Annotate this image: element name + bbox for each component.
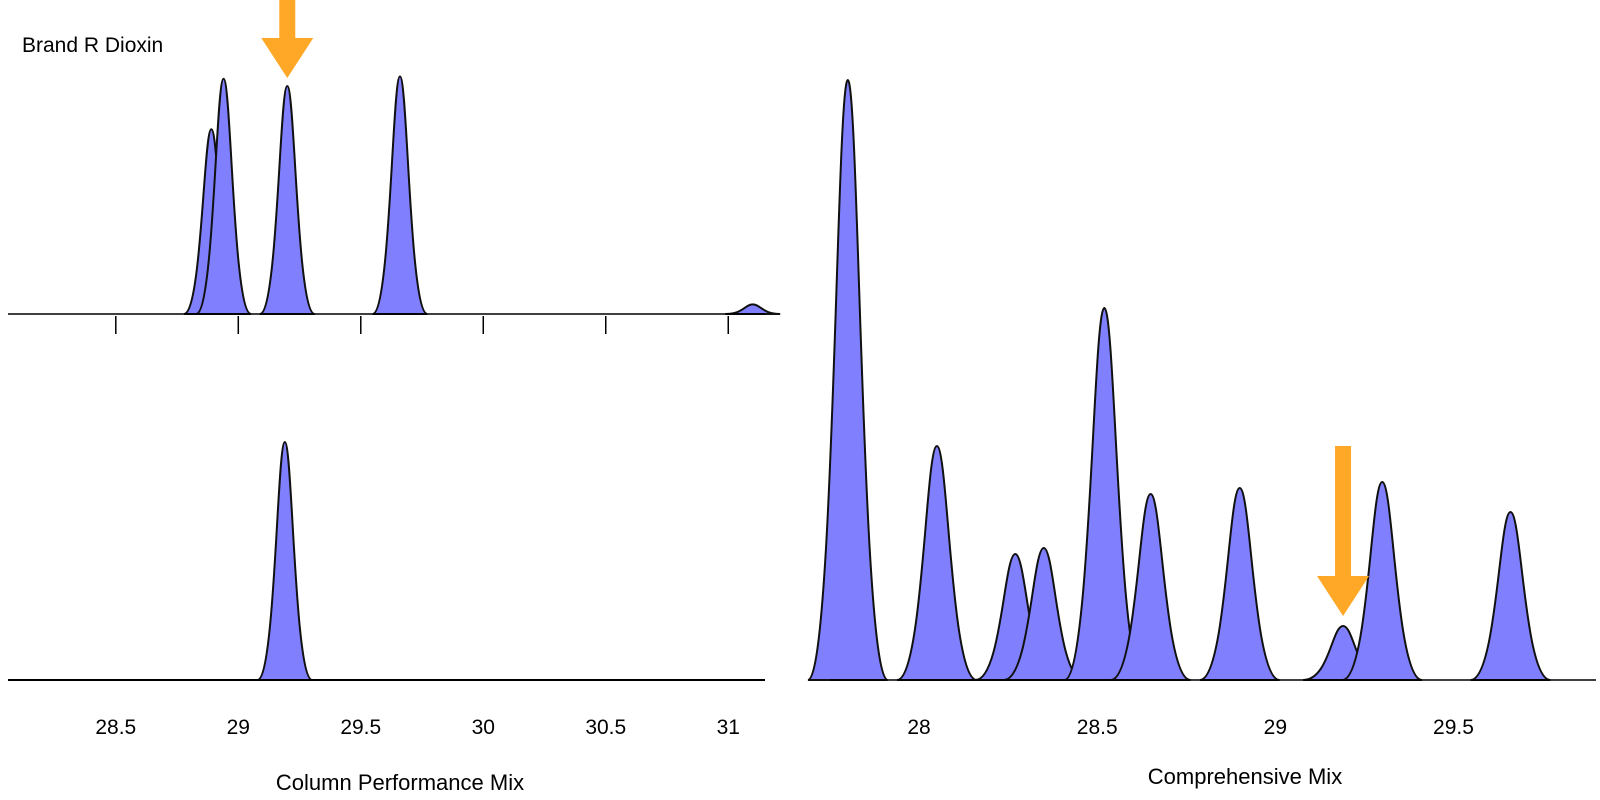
top-trace-arrow <box>261 0 314 78</box>
left-tick-label-6: 31 <box>717 716 740 739</box>
left-x-tick-labels: 28.5 29 29.5 30 30.5 31 <box>95 716 740 739</box>
right-trace-peaks <box>806 78 1551 681</box>
right-tick-label-1: 28 <box>907 716 930 739</box>
right-trace-peak-2 <box>896 444 978 681</box>
top-trace-tick-marks <box>115 316 730 334</box>
top-trace-peak-4 <box>371 75 429 315</box>
top-trace-peaks <box>183 75 781 315</box>
bottom-trace-peaks <box>256 440 314 681</box>
top-trace-arrow-shaft <box>279 0 296 40</box>
left-x-axis-title: Column Performance Mix <box>276 770 524 795</box>
right-trace-peak-5 <box>1063 306 1145 681</box>
right-x-tick-labels: 28 28.5 29 29.5 <box>907 716 1474 739</box>
left-tick-label-1: 28.5 <box>95 716 136 739</box>
left-tick-label-4: 30 <box>472 716 495 739</box>
right-trace-peak-7 <box>1199 486 1280 681</box>
left-tick-label-2: 29 <box>227 716 250 739</box>
right-tick-label-2: 28.5 <box>1077 716 1118 739</box>
right-tick-label-3: 29 <box>1264 716 1287 739</box>
top-trace-peak-2 <box>195 77 252 315</box>
bottom-trace-peak-1 <box>256 440 314 681</box>
right-trace-arrow-head <box>1317 576 1370 616</box>
right-trace-arrow <box>1317 446 1370 616</box>
top-trace-peak-5 <box>725 303 781 315</box>
top-trace-arrow-head <box>261 38 314 78</box>
right-trace-peak-10 <box>1470 510 1551 681</box>
top-trace-label: Brand R Dioxin <box>22 34 163 57</box>
right-trace-peak-9 <box>1341 480 1423 681</box>
right-trace-peak-6 <box>1110 492 1191 681</box>
right-trace-peak-1 <box>806 78 889 681</box>
left-tick-label-5: 30.5 <box>585 716 626 739</box>
right-tick-label-4: 29.5 <box>1433 716 1474 739</box>
right-trace-peak-4 <box>1003 546 1084 681</box>
right-trace-arrow-shaft <box>1335 446 1352 578</box>
top-trace-peak-3 <box>258 84 316 315</box>
right-x-axis-title: Comprehensive Mix <box>1148 764 1342 789</box>
left-tick-label-3: 29.5 <box>340 716 381 739</box>
